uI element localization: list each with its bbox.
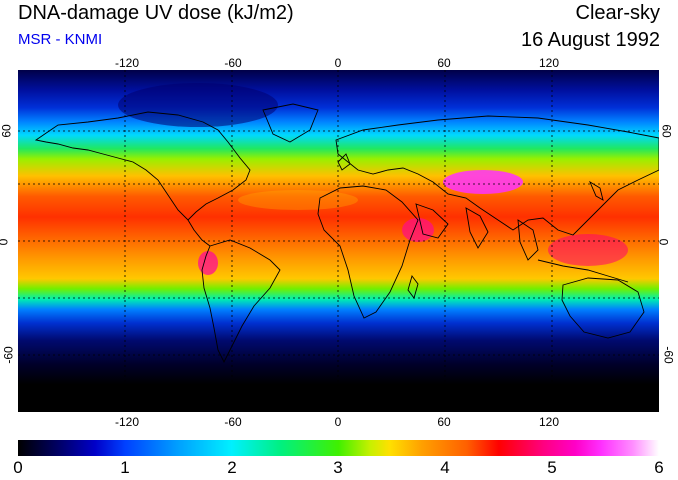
map-overlay bbox=[18, 70, 659, 412]
india-coast bbox=[465, 207, 489, 249]
top-lon-tick: -60 bbox=[224, 56, 242, 70]
atlantic-band bbox=[238, 190, 358, 210]
bottom-lon-tick: -60 bbox=[224, 415, 242, 429]
left-lat-tick: 0 bbox=[0, 239, 10, 246]
bottom-lon-tick: 0 bbox=[334, 415, 342, 429]
color-scale-label: 6 bbox=[654, 458, 664, 477]
top-lon-tick: 120 bbox=[538, 56, 560, 70]
andes-uv-hotspot bbox=[198, 251, 218, 275]
arctic-low-band bbox=[118, 83, 278, 127]
indonesia-coast bbox=[537, 259, 629, 283]
color-scale-label: 0 bbox=[13, 458, 23, 477]
australia-coast bbox=[561, 277, 645, 339]
top-lon-tick: 60 bbox=[437, 56, 451, 70]
europe-asia-coast bbox=[335, 115, 659, 236]
color-scale-label: 5 bbox=[547, 458, 557, 477]
graticule bbox=[18, 70, 659, 412]
bottom-lon-tick: -120 bbox=[114, 415, 140, 429]
top-lon-tick: 0 bbox=[334, 56, 342, 70]
frame-ticks bbox=[18, 70, 659, 72]
antarctica-coast bbox=[18, 389, 659, 397]
map-title: DNA-damage UV dose (kJ/m2) bbox=[18, 2, 294, 24]
top-lon-tick: -120 bbox=[114, 56, 140, 70]
uv-hotspots bbox=[118, 83, 628, 275]
date-label: 16 August 1992 bbox=[520, 29, 660, 51]
madagascar-coast bbox=[407, 275, 419, 299]
arabia-coast bbox=[415, 203, 449, 239]
indonesia-uv-hotspot bbox=[548, 234, 628, 266]
uk-coast bbox=[337, 153, 351, 171]
right-lat-tick: -60 bbox=[661, 346, 676, 364]
bottom-lon-tick: 60 bbox=[437, 415, 451, 429]
color-scale-label: 3 bbox=[333, 458, 343, 477]
left-lat-tick: -60 bbox=[1, 346, 16, 364]
color-scale-bar bbox=[18, 440, 659, 456]
arabia-uv-hotspot bbox=[402, 218, 434, 242]
uv-dose-map bbox=[18, 70, 659, 412]
sky-condition-label: Clear-sky bbox=[575, 2, 660, 24]
right-lat-tick: 60 bbox=[659, 124, 674, 138]
bottom-lon-tick: 120 bbox=[538, 415, 560, 429]
color-scale-label: 1 bbox=[120, 458, 130, 477]
greenland-coast bbox=[262, 103, 319, 143]
left-lat-tick: 60 bbox=[0, 124, 14, 138]
central-america-coast bbox=[187, 219, 211, 247]
data-source-label: MSR - KNMI bbox=[18, 31, 103, 48]
tibet-uv-maximum bbox=[443, 170, 523, 194]
color-scale-label: 4 bbox=[440, 458, 450, 477]
southeast-asia-coast bbox=[517, 219, 539, 261]
north-america-coast bbox=[34, 111, 251, 221]
color-scale-label: 2 bbox=[227, 458, 237, 477]
japan-coast bbox=[589, 180, 604, 201]
